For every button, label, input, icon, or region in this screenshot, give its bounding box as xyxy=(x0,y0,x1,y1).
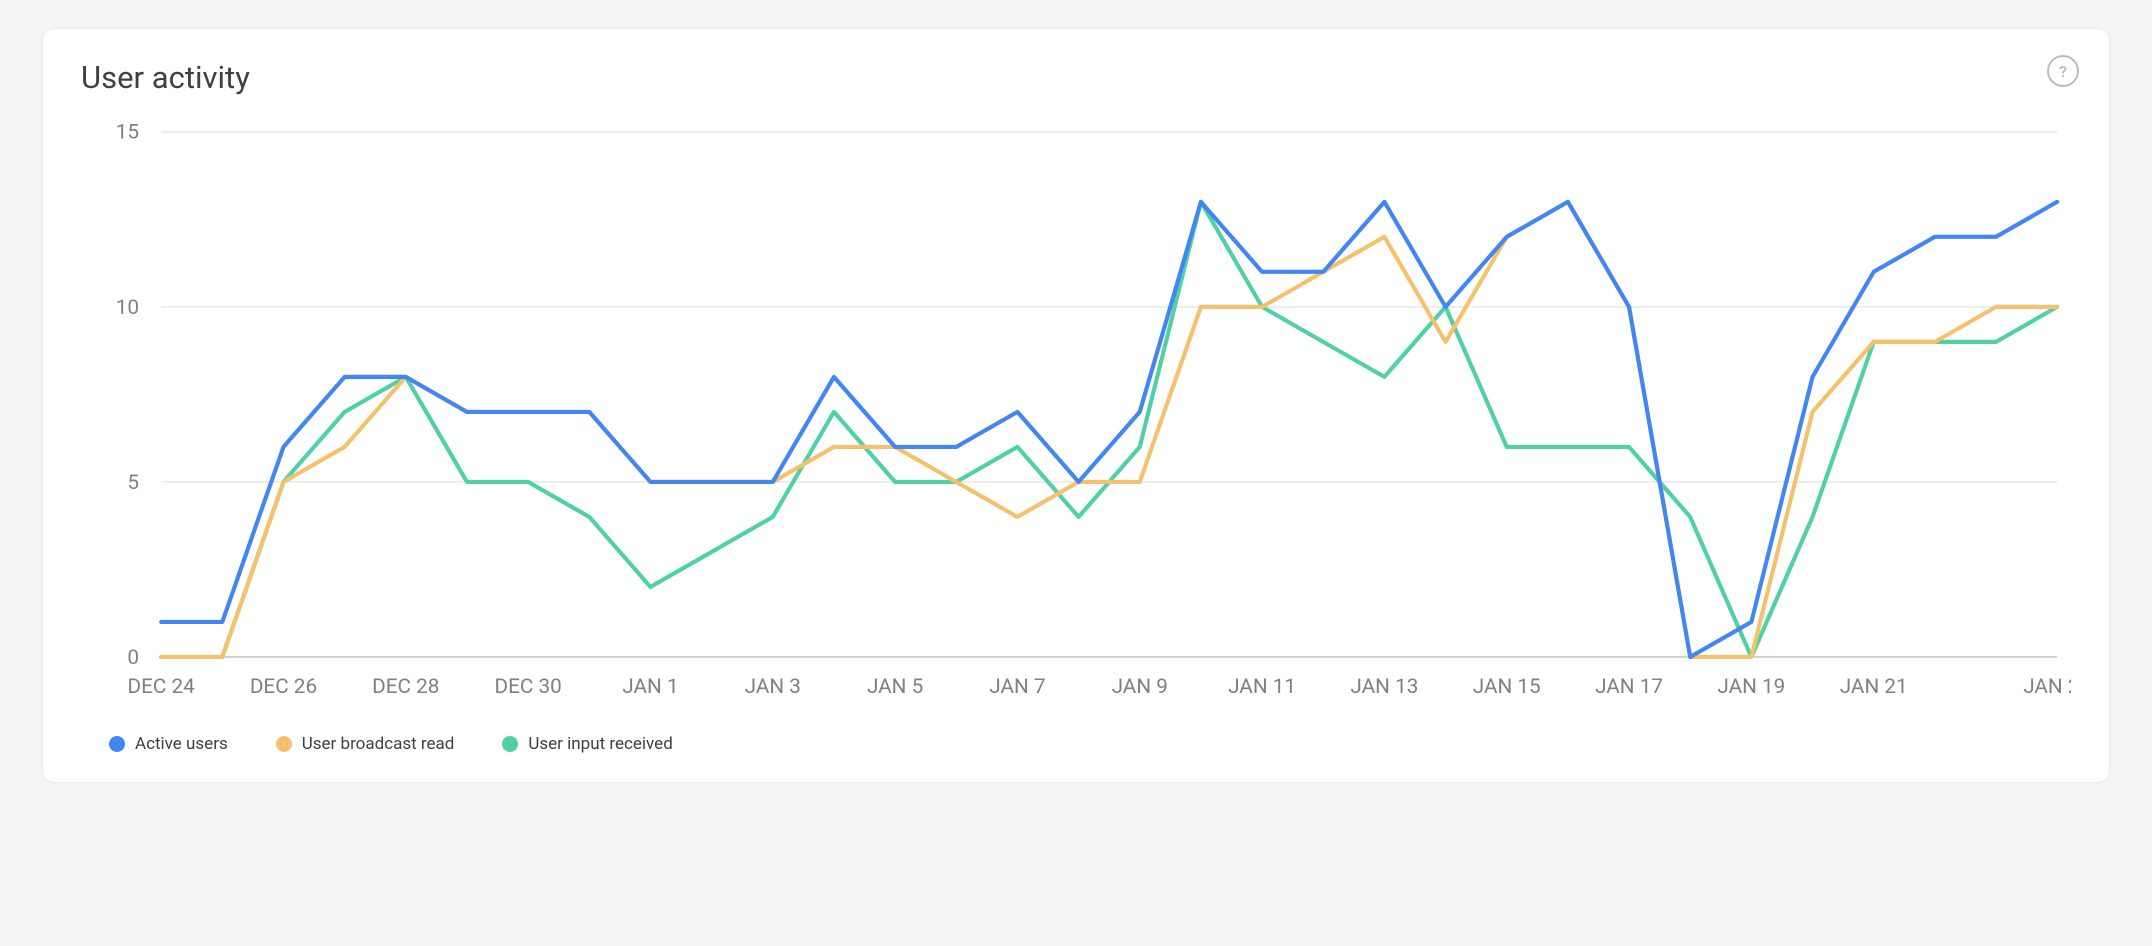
svg-text:DEC 24: DEC 24 xyxy=(128,675,196,699)
svg-text:10: 10 xyxy=(116,296,139,320)
svg-text:JAN 5: JAN 5 xyxy=(867,675,923,699)
legend-label: Active users xyxy=(135,734,228,754)
svg-text:JAN 7: JAN 7 xyxy=(989,675,1045,699)
svg-text:JAN 3: JAN 3 xyxy=(745,675,801,699)
svg-text:JAN 19: JAN 19 xyxy=(1717,675,1785,699)
help-icon-glyph: ? xyxy=(2059,62,2067,81)
series-user_broadcast_read xyxy=(161,202,2057,657)
svg-text:DEC 30: DEC 30 xyxy=(494,675,561,699)
legend-dot-icon xyxy=(502,736,518,752)
svg-text:5: 5 xyxy=(127,471,139,495)
svg-text:JAN 9: JAN 9 xyxy=(1112,675,1168,699)
series-active_users xyxy=(161,202,2057,657)
chart-legend: Active users User broadcast read User inpu… xyxy=(81,734,2071,754)
svg-text:JAN 1: JAN 1 xyxy=(622,675,678,699)
svg-text:JAN 11: JAN 11 xyxy=(1228,675,1296,699)
help-icon[interactable]: ? xyxy=(2047,55,2079,87)
chart-svg: 0 5 10 15 DEC 24 DEC 26 DEC 28 DEC 30 JAN 1 JAN 3… xyxy=(81,118,2071,712)
svg-text:JAN 15: JAN 15 xyxy=(1473,675,1541,699)
legend-item-active_users[interactable]: Active users xyxy=(109,734,228,754)
svg-text:0: 0 xyxy=(127,646,139,670)
svg-text:15: 15 xyxy=(116,121,139,145)
svg-text:DEC 28: DEC 28 xyxy=(372,675,439,699)
legend-dot-icon xyxy=(276,736,292,752)
svg-text:JAN 21: JAN 21 xyxy=(1840,675,1908,699)
svg-text:JAN 13: JAN 13 xyxy=(1350,675,1418,699)
svg-text:JAN 24: JAN 24 xyxy=(2023,675,2071,699)
legend-dot-icon xyxy=(109,736,125,752)
user-activity-card: User activity ? 0 5 10 15 DEC 24 DEC 26 DEC 28… xyxy=(42,28,2110,783)
card-title: User activity xyxy=(81,59,2071,96)
user-activity-chart: 0 5 10 15 DEC 24 DEC 26 DEC 28 DEC 30 JAN 1 JAN 3… xyxy=(81,118,2071,712)
legend-label: User input received xyxy=(528,734,672,754)
svg-text:DEC 26: DEC 26 xyxy=(250,675,317,699)
svg-text:JAN 17: JAN 17 xyxy=(1595,675,1663,699)
legend-item-user_input_received[interactable]: User input received xyxy=(502,734,672,754)
series-user_input_received xyxy=(161,202,2057,657)
legend-item-user_broadcast_read[interactable]: User broadcast read xyxy=(276,734,455,754)
legend-label: User broadcast read xyxy=(302,734,455,754)
